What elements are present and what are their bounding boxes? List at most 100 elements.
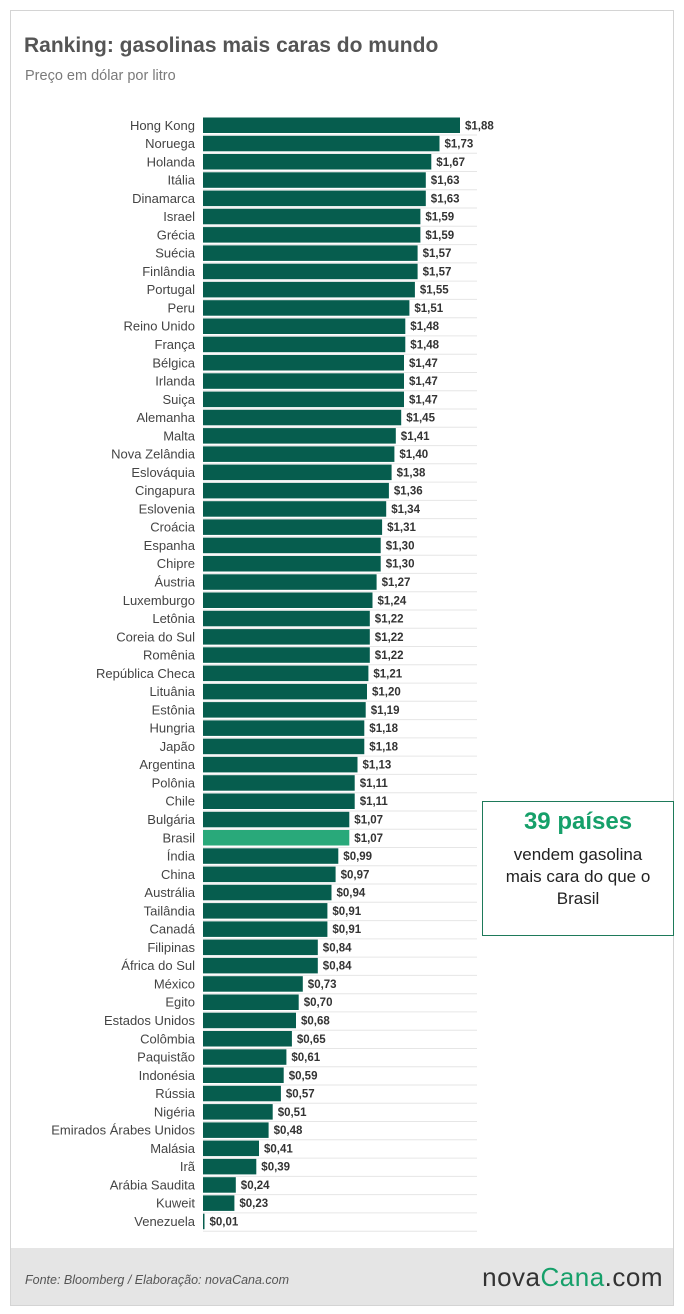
- category-label: Cingapura: [135, 483, 196, 498]
- category-label: Arábia Saudita: [110, 1177, 196, 1192]
- footer-bar: Fonte: Bloomberg / Elaboração: novaCana.…: [11, 1248, 673, 1305]
- bar-malta: [203, 428, 396, 444]
- category-label: Romênia: [143, 648, 196, 663]
- category-label: Irlanda: [155, 374, 196, 389]
- category-label: Bulgária: [147, 812, 195, 827]
- bar-cingapura: [203, 482, 389, 499]
- value-label: $1,59: [425, 212, 454, 224]
- bar-argentina: [203, 756, 358, 773]
- category-label: França: [155, 337, 196, 352]
- bar-arábia-saudita: [203, 1177, 236, 1193]
- category-label: Colômbia: [140, 1031, 196, 1046]
- value-label: $1,11: [360, 796, 389, 808]
- bar-venezuela: [203, 1213, 205, 1230]
- bar-portugal: [203, 281, 415, 298]
- category-label: Lituânia: [149, 684, 195, 699]
- value-label: $0,57: [286, 1089, 315, 1101]
- category-label: Nova Zelândia: [111, 447, 196, 462]
- value-label: $1,34: [391, 504, 420, 516]
- category-label: Argentina: [139, 757, 195, 772]
- value-label: $0,23: [239, 1198, 268, 1210]
- value-label: $0,84: [323, 942, 352, 954]
- category-label: Peru: [168, 300, 195, 315]
- bar-reino-unido: [203, 318, 406, 334]
- source-note: Fonte: Bloomberg / Elaboração: novaCana.…: [25, 1273, 290, 1287]
- category-label: Rússia: [155, 1086, 196, 1101]
- bar-emirados-árabes-unidos: [203, 1122, 269, 1138]
- bar-peru: [203, 300, 410, 316]
- category-label: Brasil: [162, 830, 195, 845]
- category-label: Estados Unidos: [104, 1013, 196, 1028]
- bar-malásia: [203, 1140, 259, 1157]
- category-label: Suécia: [155, 246, 196, 261]
- value-label: $1,57: [423, 248, 452, 260]
- value-label: $1,88: [465, 120, 494, 132]
- callout-text: vendem gasolina mais cara do que o Brasi…: [505, 845, 651, 908]
- bar-frança: [203, 336, 406, 353]
- category-label: Noruega: [145, 136, 196, 151]
- value-label: $0,24: [241, 1180, 270, 1192]
- value-label: $0,70: [304, 997, 333, 1009]
- value-label: $1,07: [354, 815, 383, 827]
- category-label: Croácia: [150, 520, 196, 535]
- bar-eslovenia: [203, 501, 387, 517]
- category-label: Indonésia: [139, 1068, 196, 1083]
- value-label: $1,57: [423, 266, 452, 278]
- bar-polônia: [203, 775, 355, 791]
- value-label: $1,59: [425, 230, 454, 242]
- category-label: Estônia: [152, 702, 196, 717]
- bar-grécia: [203, 227, 421, 243]
- category-label: Portugal: [147, 282, 196, 297]
- value-label: $0,91: [332, 924, 361, 936]
- callout-box: 39 países vendem gasolina mais cara do q…: [482, 801, 674, 936]
- category-label: Canadá: [149, 922, 195, 937]
- novacana-logo: novaCana.com: [482, 1262, 663, 1292]
- category-label: Dinamarca: [132, 191, 196, 206]
- category-label: Paquistão: [137, 1050, 195, 1065]
- bar-nigéria: [203, 1104, 273, 1120]
- bar-chile: [203, 793, 355, 809]
- category-label: Malásia: [150, 1141, 196, 1156]
- bar-áustria: [203, 574, 377, 590]
- bar-méxico: [203, 976, 303, 992]
- bar-alemanha: [203, 409, 402, 426]
- category-label: Eslováquia: [131, 465, 195, 480]
- category-label: Chile: [165, 794, 195, 809]
- chart-title: Ranking: gasolinas mais caras do mundo: [24, 34, 439, 57]
- bar-finlândia: [203, 263, 418, 280]
- value-label: $1,47: [409, 394, 438, 406]
- category-label: Suiça: [162, 392, 195, 407]
- value-label: $1,63: [431, 175, 460, 187]
- category-label: Coreia do Sul: [116, 629, 195, 644]
- value-label: $0,51: [278, 1107, 307, 1119]
- category-label: Israel: [163, 209, 195, 224]
- bar-estônia: [203, 702, 366, 718]
- value-label: $1,07: [354, 833, 383, 845]
- value-label: $1,73: [445, 139, 474, 151]
- value-label: $0,41: [264, 1143, 293, 1155]
- bar-itália: [203, 172, 426, 188]
- category-label: Emirados Árabes Unidos: [51, 1123, 195, 1138]
- value-label: $1,31: [387, 522, 416, 534]
- category-label: Finlândia: [142, 264, 196, 279]
- category-label: Bélgica: [152, 355, 195, 370]
- value-label: $1,22: [375, 614, 404, 626]
- category-label: Letônia: [152, 611, 195, 626]
- bar-filipinas: [203, 939, 318, 956]
- value-label: $1,48: [410, 340, 439, 352]
- category-label: Nigéria: [154, 1104, 196, 1119]
- bar-brasil: [203, 830, 350, 846]
- bar-suiça: [203, 391, 404, 408]
- value-label: $1,30: [386, 559, 415, 571]
- value-label: $0,84: [323, 961, 352, 973]
- bar-chipre: [203, 556, 381, 572]
- category-label: Grécia: [157, 227, 196, 242]
- category-label: Chipre: [157, 556, 195, 571]
- bar-holanda: [203, 154, 432, 170]
- value-label: $1,30: [386, 541, 415, 553]
- value-label: $1,38: [397, 467, 426, 479]
- bar-república-checa: [203, 665, 369, 682]
- bar-hong-kong: [203, 117, 460, 133]
- category-label: Espanha: [144, 538, 196, 553]
- category-label: Áustria: [155, 575, 196, 590]
